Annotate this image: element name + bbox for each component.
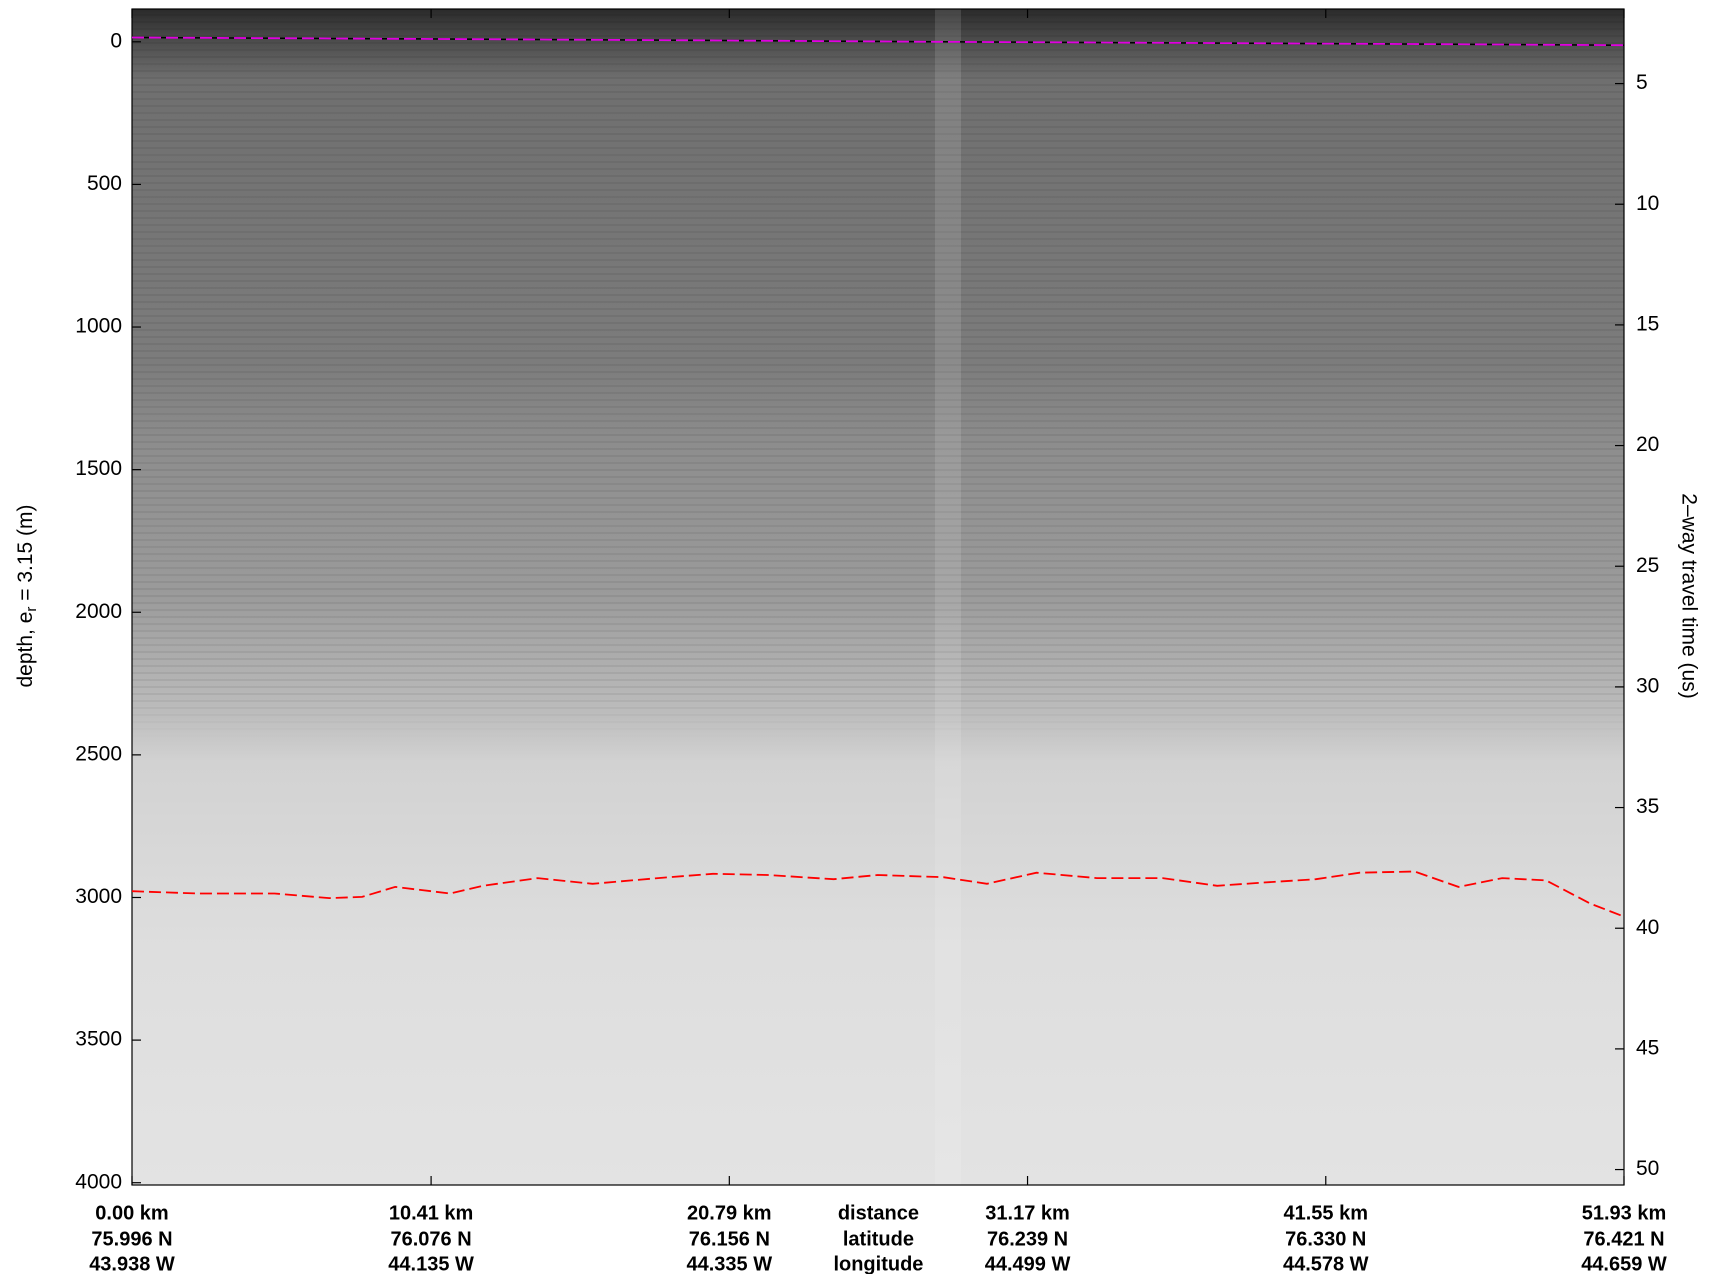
longitude-label: 43.938 W [89, 1253, 175, 1274]
latitude-label: 76.421 N [1583, 1228, 1664, 1250]
latitude-label: 75.996 N [91, 1228, 172, 1250]
x-tick-label: 20.79 km [687, 1202, 772, 1224]
y2-tick-label: 10 [1636, 192, 1659, 215]
y-tick-label: 3000 [75, 885, 122, 908]
y2-tick-label: 5 [1636, 71, 1648, 94]
x-tick-label: 51.93 km [1582, 1202, 1667, 1224]
y2-tick-label: 35 [1636, 795, 1659, 818]
longitude-label: 44.578 W [1283, 1253, 1369, 1274]
echogram-layers [132, 9, 1624, 1185]
y2-tick-label: 30 [1636, 674, 1659, 697]
y-axis-label: depth, er = 3.15 (m) [14, 504, 40, 687]
y2-axis-label: 2–way travel time (us) [1677, 493, 1700, 698]
longitude-label: 44.335 W [687, 1253, 773, 1274]
plot-frame [131, 8, 1625, 1186]
row-label: distance [838, 1202, 919, 1224]
y-label-part: = 3.15 (m) [14, 504, 37, 606]
y-label-part: depth, e [14, 612, 37, 688]
series-line [131, 36, 1625, 47]
y2-tick-label: 15 [1636, 312, 1659, 335]
y-tick-label: 1500 [75, 457, 122, 480]
y-label-sub: r [23, 607, 40, 612]
y-tick-label: 2500 [75, 742, 122, 765]
y-tick-label: 4000 [75, 1170, 122, 1193]
y2-tick-label: 50 [1636, 1157, 1659, 1180]
row-label: longitude [833, 1253, 923, 1274]
y-tick-label: 500 [87, 172, 122, 195]
y-tick-label: 3500 [75, 1028, 122, 1051]
y2-tick-label: 45 [1636, 1036, 1659, 1059]
y2-tick-label: 25 [1636, 554, 1659, 577]
x-tick-label: 31.17 km [985, 1202, 1070, 1224]
longitude-label: 44.659 W [1581, 1253, 1667, 1274]
y2-tick-label: 40 [1636, 916, 1659, 939]
latitude-label: 76.239 N [987, 1228, 1068, 1250]
y-tick-label: 1000 [75, 315, 122, 338]
longitude-label: 44.135 W [388, 1253, 474, 1274]
latitude-label: 76.076 N [391, 1228, 472, 1250]
latitude-label: 76.156 N [689, 1228, 770, 1250]
latitude-label: 76.330 N [1285, 1228, 1366, 1250]
x-tick-label: 0.00 km [95, 1202, 168, 1224]
echogram-streak [935, 9, 961, 1185]
y-tick-label: 2000 [75, 600, 122, 623]
y-tick-label: 0 [110, 29, 122, 52]
row-label: latitude [843, 1228, 914, 1250]
x-tick-label: 41.55 km [1284, 1202, 1369, 1224]
y2-tick-label: 20 [1636, 433, 1659, 456]
series-line [131, 870, 1625, 918]
marks [131, 36, 1625, 918]
longitude-label: 44.499 W [985, 1253, 1071, 1274]
x-tick-label: 10.41 km [389, 1202, 474, 1224]
